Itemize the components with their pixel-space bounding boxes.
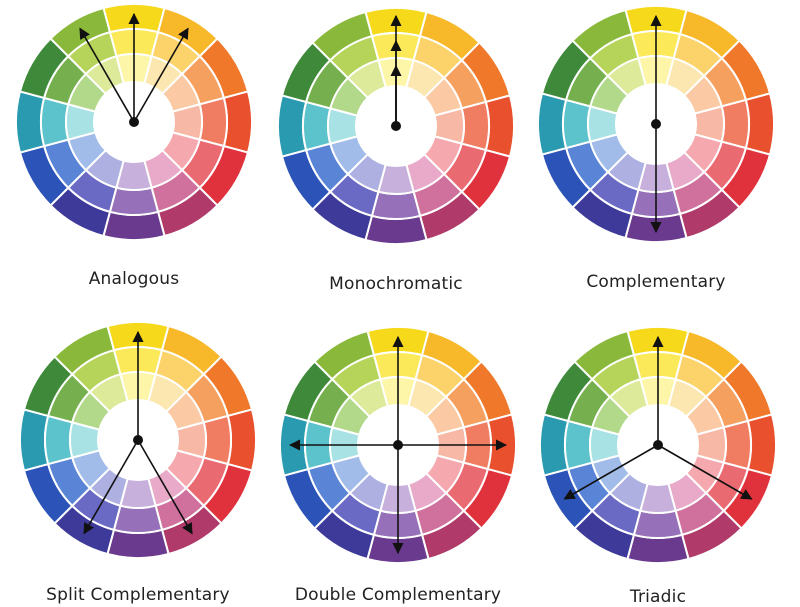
label-monochromatic: Monochromatic	[329, 274, 463, 294]
center-dot	[653, 440, 663, 450]
segment-red-orange-ring-1	[198, 96, 228, 148]
color-wheel-split-complementary	[19, 321, 257, 559]
segment-yellow-green-ring-2	[88, 373, 129, 414]
segment-violet-ring-1	[112, 504, 164, 534]
label-triadic: Triadic	[629, 587, 687, 607]
label-complementary: Complementary	[586, 272, 726, 292]
arrow-to-blue-violet	[83, 439, 139, 535]
center-dot	[393, 440, 403, 450]
center-dot	[129, 117, 139, 127]
segment-blue-green-ring-1	[302, 100, 332, 152]
label-double-complementary: Double Complementary	[294, 585, 502, 605]
segment-red-orange-ring-1	[460, 100, 490, 152]
segment-yellow-green-ring-2	[606, 57, 647, 98]
segment-blue-green-ring-1	[564, 419, 594, 471]
segment-red-orange-ring-1	[202, 414, 232, 466]
segment-red-orange-ring-1	[722, 419, 752, 471]
segment-violet-ring-1	[632, 509, 684, 539]
arrow-to-blue	[563, 444, 659, 500]
center-dot	[133, 435, 143, 445]
center-dot	[651, 119, 661, 129]
segment-blue-green-ring-1	[40, 96, 70, 148]
label-split-complementary: Split Complementary	[46, 585, 230, 605]
segment-yellow-green-ring-2	[608, 378, 649, 419]
arrow-to-yellow-orange	[133, 27, 189, 123]
segment-violet-ring-1	[370, 190, 422, 220]
arrow-to-red	[657, 444, 753, 500]
color-wheel-triadic	[539, 326, 777, 564]
label-analogous: Analogous	[88, 269, 180, 289]
arrow-to-red-violet	[137, 439, 193, 535]
segment-violet-ring-1	[108, 186, 160, 216]
segment-yellow-green-ring-2	[84, 55, 125, 96]
color-wheel-double-complementary	[279, 326, 517, 564]
color-wheel-monochromatic	[277, 7, 515, 245]
color-wheel-analogous	[15, 3, 253, 241]
segment-yellow-green-ring-2	[348, 378, 389, 419]
segment-blue-green-ring-1	[44, 414, 74, 466]
segment-red-orange-ring-1	[720, 98, 750, 150]
segment-blue-green-ring-1	[562, 98, 592, 150]
color-wheel-complementary	[537, 5, 775, 243]
center-dot	[391, 121, 401, 131]
arrow-to-yellow-green	[79, 27, 135, 123]
segment-yellow-green-ring-2	[346, 59, 387, 100]
